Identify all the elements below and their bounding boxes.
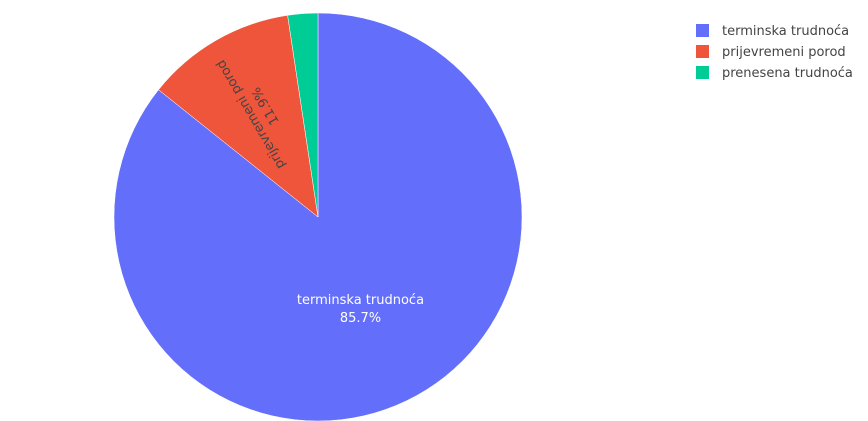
legend-label-prenesena-trudnoca: prenesena trudnoća	[722, 66, 853, 81]
legend-swatch-terminska-trudnoca	[696, 24, 709, 37]
pie-slices	[113, 12, 523, 421]
legend-item-prenesena-trudnoca[interactable]: prenesena trudnoća	[696, 66, 853, 81]
pie-slice-prijevremeni-porod[interactable]	[158, 14, 319, 218]
legend-swatch-prijevremeni-porod	[696, 45, 709, 58]
legend-label-terminska-trudnoca: terminska trudnoća	[722, 24, 849, 39]
slice-label-terminska-trudnoca: terminska trudnoća 85.7%	[297, 293, 424, 326]
legend-swatch-prenesena-trudnoca	[696, 66, 709, 79]
legend: terminska trudnoća prijevremeni porod pren…	[696, 24, 853, 81]
legend-item-terminska-trudnoca[interactable]: terminska trudnoća	[696, 24, 849, 39]
legend-label-prijevremeni-porod: prijevremeni porod	[722, 45, 846, 60]
legend-item-prijevremeni-porod[interactable]: prijevremeni porod	[696, 45, 846, 60]
pie-slice-prenesena-trudnoca[interactable]	[287, 12, 319, 218]
